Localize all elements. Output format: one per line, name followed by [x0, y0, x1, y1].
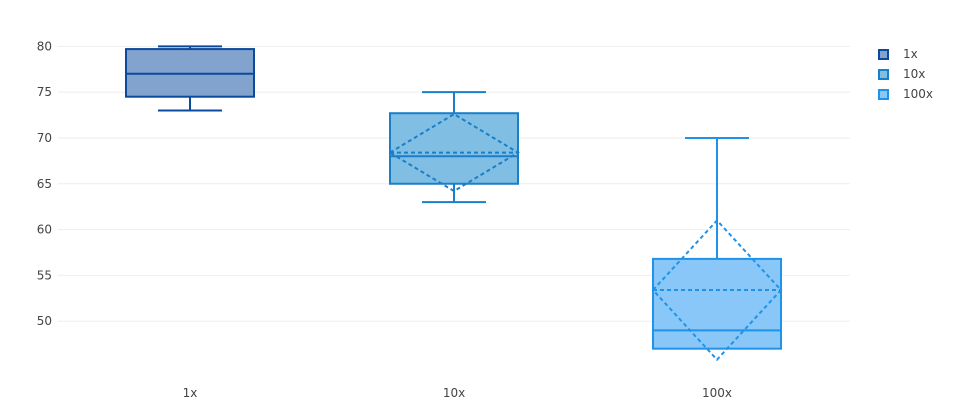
legend-item[interactable]: 100x: [878, 84, 933, 104]
legend-label: 100x: [903, 87, 934, 101]
legend-swatch: [878, 88, 889, 100]
y-tick-label: 60: [37, 223, 52, 237]
y-tick-label: 75: [37, 85, 52, 99]
iqr-box: [652, 257, 782, 350]
legend-label: 1x: [903, 47, 918, 61]
legend: 1x 10x 100x: [878, 44, 933, 104]
x-tick-label: 10x: [443, 386, 465, 400]
y-tick-label: 50: [37, 314, 52, 328]
y-axis: 50 55 60 65 70 75 80: [37, 39, 52, 328]
legend-swatch: [878, 48, 889, 60]
x-tick-label: 100x: [702, 386, 732, 400]
y-tick-label: 55: [37, 268, 52, 282]
x-tick-label: 1x: [183, 386, 198, 400]
boxes: [125, 45, 783, 362]
x-axis: 1x 10x 100x: [183, 386, 732, 400]
sd-diamond: [651, 218, 783, 362]
sd-diamond: [388, 112, 520, 193]
y-tick-label: 70: [37, 131, 52, 145]
legend-item[interactable]: 10x: [878, 64, 933, 84]
y-tick-label: 80: [37, 39, 52, 53]
legend-swatch: [878, 68, 889, 80]
legend-item[interactable]: 1x: [878, 44, 933, 64]
box-1x: [125, 45, 255, 112]
iqr-box: [389, 112, 519, 185]
legend-label: 10x: [903, 67, 926, 81]
box-10x: [388, 91, 520, 204]
box-100x: [651, 136, 783, 362]
y-tick-label: 65: [37, 177, 52, 191]
